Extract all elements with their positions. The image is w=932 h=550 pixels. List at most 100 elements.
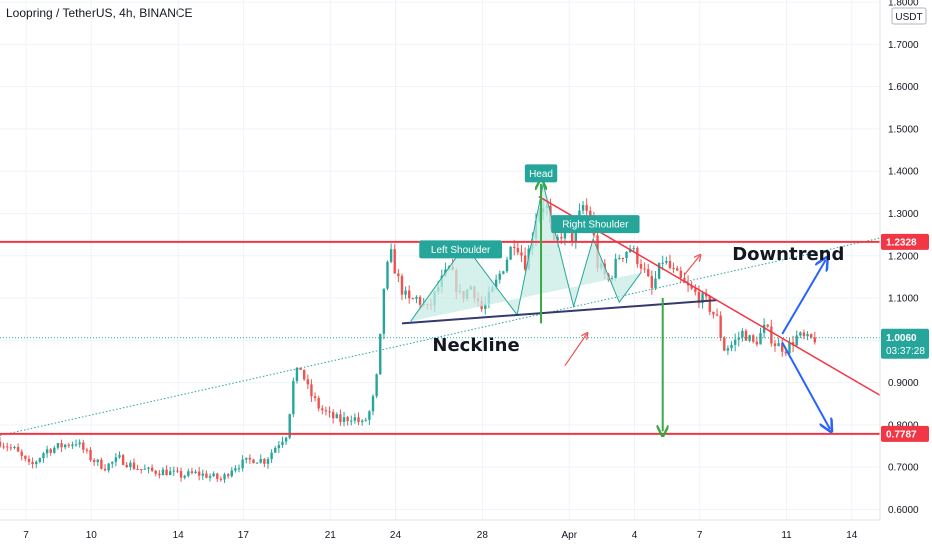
candle-body <box>143 468 147 470</box>
candle-body <box>237 468 241 470</box>
candle-body <box>759 332 762 345</box>
y-tick-label: 1.7000 <box>888 40 919 51</box>
candle-body <box>208 476 212 478</box>
x-tick-label: 21 <box>325 530 337 541</box>
head-label-text: Head <box>529 169 553 180</box>
candle-body <box>484 303 487 309</box>
left-shoulder-label-text: Left Shoulder <box>431 245 491 256</box>
candle-body <box>799 332 802 336</box>
y-tick-label: 1.8000 <box>888 0 919 9</box>
candle-body <box>132 462 136 469</box>
candle-body <box>284 437 288 442</box>
annotations: Head Left Shoulder Right Shoulder Neckline D… <box>419 164 844 356</box>
candle-body <box>397 273 400 277</box>
breakout-up-arrow <box>781 260 825 335</box>
candle-body <box>255 462 259 464</box>
candle-body <box>647 269 650 277</box>
candle-body <box>150 467 154 471</box>
candle-body <box>92 460 96 463</box>
candle-body <box>589 210 592 219</box>
candle-body <box>657 262 661 279</box>
candle-body <box>668 261 672 268</box>
candle-body <box>38 458 42 462</box>
candle-body <box>360 420 364 423</box>
candle-body <box>223 474 226 480</box>
y-tick-label: 0.7000 <box>888 463 919 474</box>
candle-body <box>415 296 418 299</box>
candle-body <box>632 247 635 249</box>
candle-body <box>712 311 715 315</box>
currency-label: USDT <box>895 12 922 23</box>
candle-body <box>306 379 310 385</box>
candle-body <box>288 414 291 438</box>
candle-body <box>574 225 578 242</box>
candle-body <box>277 445 281 448</box>
right-shoulder-label-bg <box>551 215 640 234</box>
candle-body <box>697 292 701 304</box>
x-tick-label: 10 <box>86 530 98 541</box>
candle-body <box>741 330 744 338</box>
candle-body <box>252 459 255 464</box>
candle-body <box>114 457 118 462</box>
candle-body <box>136 468 139 470</box>
y-axis-bg <box>880 0 932 550</box>
candle-body <box>230 470 233 477</box>
candle-body <box>281 441 284 446</box>
candle-body <box>516 248 520 253</box>
candle-body <box>16 446 20 452</box>
candle-body <box>752 335 755 342</box>
candle-body <box>809 334 813 338</box>
candle-body <box>67 444 71 446</box>
last-price-value: 1.0060 <box>886 333 917 344</box>
candle-body <box>245 457 248 460</box>
x-tick-label: Apr <box>562 530 578 541</box>
y-tick-label: 0.9000 <box>888 378 919 389</box>
candle-body <box>509 246 512 260</box>
candle-body <box>154 470 157 474</box>
candle-body <box>494 279 498 287</box>
candle-body <box>368 411 371 420</box>
candle-body <box>234 468 237 471</box>
candle-body <box>299 367 302 370</box>
right-shoulder-label-text: Right Shoulder <box>562 220 629 231</box>
candle-body <box>49 449 52 453</box>
candle-body <box>140 469 143 471</box>
candle-body <box>777 343 780 347</box>
candle-body <box>364 419 367 421</box>
candle-body <box>375 374 378 397</box>
candle-body <box>313 396 317 399</box>
candle-body <box>71 444 74 446</box>
left-shoulder-label: Left Shoulder <box>419 240 503 259</box>
head-label-bg <box>524 164 558 183</box>
candle-body <box>813 337 817 343</box>
candle-body <box>520 252 523 256</box>
neckline-label: Neckline <box>432 335 519 356</box>
candle-body <box>618 258 621 260</box>
chart-title: Loopring / TetherUS, 4h, BINANCE <box>6 6 193 20</box>
candle-body <box>730 344 733 349</box>
y-tick-label: 1.4000 <box>888 167 919 178</box>
candle-body <box>20 451 23 456</box>
candle-body <box>386 261 389 289</box>
candle-body <box>379 333 382 375</box>
candle-body <box>328 411 331 413</box>
level-tag-text-resistance: 1.2328 <box>886 237 917 248</box>
y-tick-label: 1.2000 <box>888 251 919 262</box>
candle-body <box>263 459 266 464</box>
candle-body <box>259 459 262 463</box>
breakdown-arrow <box>781 341 830 429</box>
x-tick-label: 14 <box>173 530 185 541</box>
candle-body <box>266 459 270 464</box>
candle-body <box>350 420 353 422</box>
candle-body <box>42 453 45 459</box>
candle-body <box>639 264 643 269</box>
pattern-fill <box>410 183 641 322</box>
candle-body <box>129 462 132 468</box>
candle-body <box>683 277 686 283</box>
candle-body <box>766 324 769 327</box>
candle-body <box>701 293 704 304</box>
candle-body <box>302 369 306 380</box>
left-shoulder-label-bg <box>419 240 503 259</box>
